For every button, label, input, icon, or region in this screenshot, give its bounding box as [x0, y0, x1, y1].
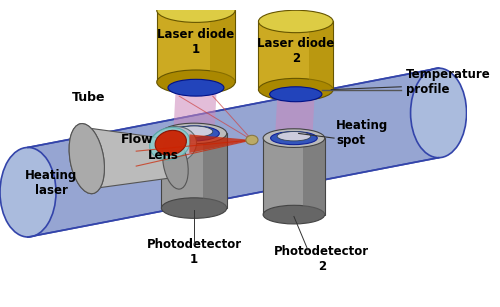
Ellipse shape — [162, 138, 188, 189]
Ellipse shape — [258, 78, 333, 101]
Ellipse shape — [150, 127, 190, 160]
Text: Lens: Lens — [148, 149, 178, 161]
Polygon shape — [190, 134, 252, 153]
Polygon shape — [210, 10, 235, 82]
Polygon shape — [304, 138, 324, 215]
Text: Photodetector
2: Photodetector 2 — [274, 245, 370, 274]
Ellipse shape — [168, 79, 224, 96]
Text: Laser diode
1: Laser diode 1 — [158, 28, 234, 56]
Polygon shape — [204, 134, 227, 208]
Text: Photodetector
1: Photodetector 1 — [146, 238, 242, 266]
Ellipse shape — [157, 70, 235, 94]
Ellipse shape — [169, 126, 220, 141]
Polygon shape — [28, 68, 438, 237]
Text: Laser diode
2: Laser diode 2 — [257, 37, 334, 65]
Polygon shape — [157, 10, 235, 82]
Text: Tube: Tube — [72, 91, 106, 104]
Ellipse shape — [176, 126, 212, 137]
Ellipse shape — [277, 132, 310, 141]
Ellipse shape — [157, 0, 235, 22]
Ellipse shape — [246, 135, 258, 145]
Polygon shape — [276, 99, 314, 134]
Text: Flow: Flow — [122, 133, 154, 146]
Ellipse shape — [410, 68, 467, 158]
Ellipse shape — [69, 124, 104, 194]
Ellipse shape — [258, 10, 333, 33]
Ellipse shape — [263, 129, 324, 147]
Polygon shape — [263, 138, 324, 215]
Text: Temperature
profile: Temperature profile — [406, 68, 490, 96]
Ellipse shape — [148, 126, 196, 165]
Polygon shape — [162, 134, 226, 208]
Polygon shape — [174, 93, 216, 129]
Text: Heating
laser: Heating laser — [25, 169, 78, 197]
Ellipse shape — [162, 123, 226, 144]
Ellipse shape — [0, 147, 56, 237]
Polygon shape — [309, 21, 333, 90]
Ellipse shape — [263, 205, 324, 224]
Ellipse shape — [162, 198, 226, 218]
Ellipse shape — [270, 132, 318, 145]
Ellipse shape — [270, 87, 322, 102]
Text: Heating
spot: Heating spot — [336, 119, 388, 147]
Ellipse shape — [155, 130, 186, 155]
Polygon shape — [87, 128, 176, 189]
Polygon shape — [258, 21, 333, 90]
Ellipse shape — [69, 124, 104, 194]
